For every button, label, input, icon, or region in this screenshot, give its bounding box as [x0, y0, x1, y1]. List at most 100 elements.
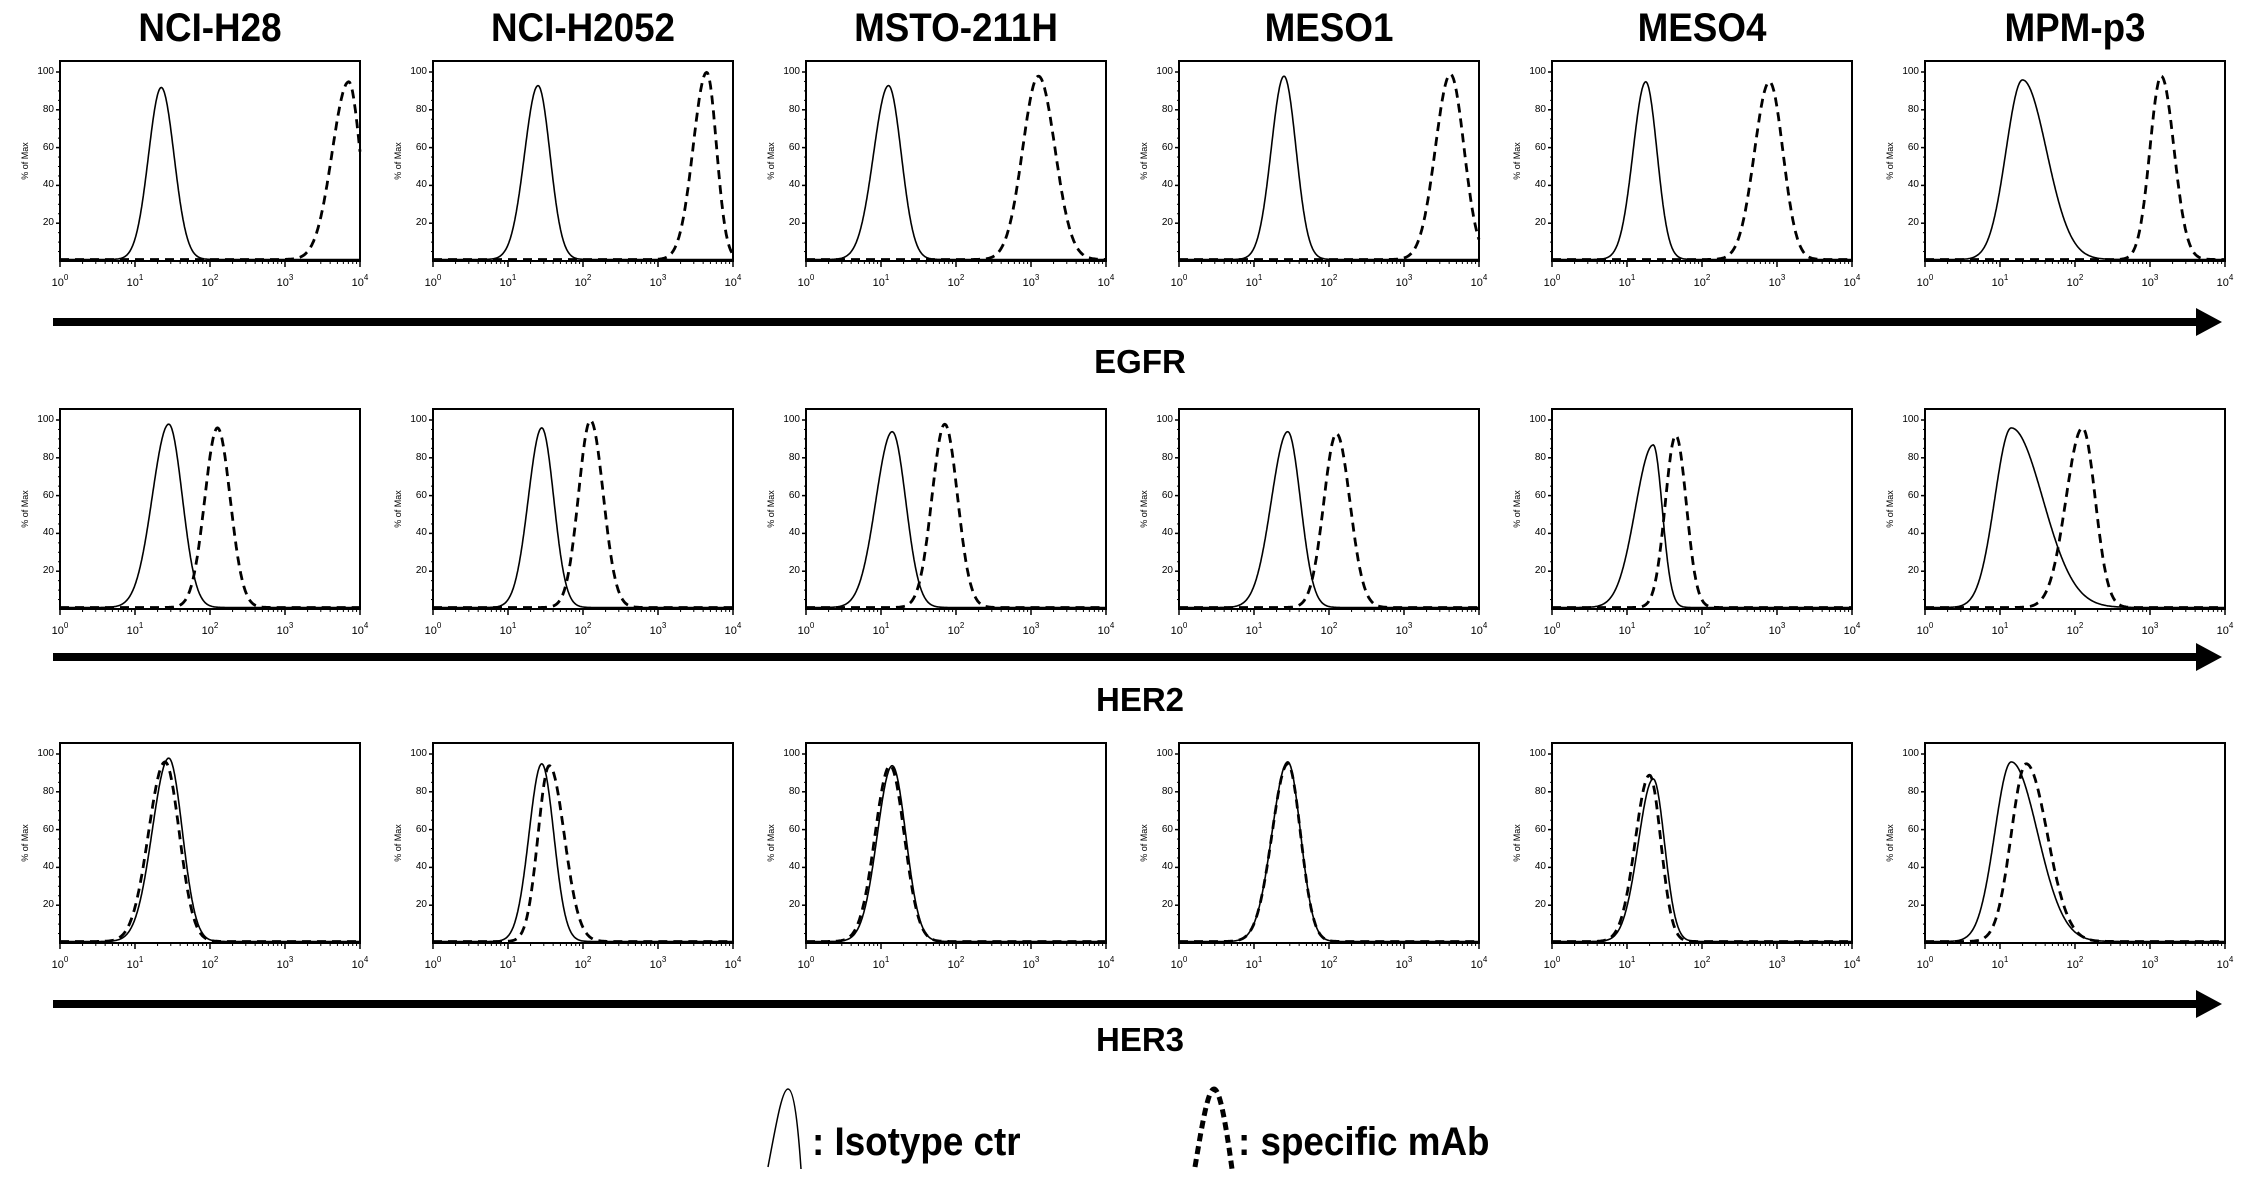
y-tick-label: 20	[415, 217, 427, 229]
y-axis-label: % of Max	[20, 490, 30, 528]
x-tick-label: 100	[1910, 956, 1940, 972]
y-tick-label: 20	[1161, 565, 1173, 577]
histogram-panel: 20 40 60 80 100% of Max 100 101 102 103 104	[393, 742, 741, 971]
y-tick-label: 40	[1907, 861, 1919, 873]
x-tick-exponent: 0	[1928, 273, 1934, 282]
x-tick-base: 10	[276, 625, 289, 637]
x-tick-label: 101	[120, 622, 150, 638]
y-axis-label: % of Max	[393, 142, 403, 180]
y-tick-label: 20	[1534, 217, 1546, 229]
x-tick-exponent: 1	[2003, 621, 2009, 630]
y-tick-label: 40	[1161, 179, 1173, 191]
y-tick-label: 100	[410, 748, 427, 759]
histogram-panel: 20 40 60 80 100% of Max 100 101 102 103 104	[393, 408, 741, 637]
x-tick-base: 10	[499, 277, 512, 289]
x-tick-base: 10	[1470, 277, 1483, 289]
specific-mab-histogram-line	[1552, 433, 1852, 609]
x-tick-exponent: 1	[138, 273, 144, 282]
histogram-plot	[56, 742, 361, 949]
x-tick-base: 10	[201, 625, 214, 637]
column-title: NCI-H28	[138, 6, 282, 50]
x-tick-base: 10	[2216, 277, 2229, 289]
x-tick-label: 100	[418, 622, 448, 638]
histogram-panel: 20 40 60 80 100% of Max 100 101 102 103 104	[1885, 408, 2233, 637]
x-tick-base: 10	[1022, 277, 1035, 289]
x-tick-label: 103	[1389, 956, 1419, 972]
x-tick-exponent: 2	[213, 621, 219, 630]
x-tick-base: 10	[574, 277, 587, 289]
y-tick-label: 80	[415, 785, 427, 797]
y-tick-label: 80	[415, 103, 427, 115]
x-tick-label: 101	[1612, 956, 1642, 972]
x-tick-label: 100	[1164, 956, 1194, 972]
y-tick-label: 20	[1907, 899, 1919, 911]
y-tick-label: 80	[788, 451, 800, 463]
specific-mab-histogram-line	[1179, 72, 1481, 261]
x-tick-label: 103	[1016, 622, 1046, 638]
x-tick-label: 102	[1314, 274, 1344, 290]
isotype-histogram-line	[1925, 427, 2225, 609]
x-tick-exponent: 4	[2228, 273, 2234, 282]
specific-mab-histogram-line	[433, 764, 733, 943]
y-tick-label: 80	[1161, 785, 1173, 797]
x-tick-exponent: 4	[1855, 955, 1861, 964]
x-tick-base: 10	[1320, 959, 1333, 971]
specific-mab-histogram-line	[433, 418, 733, 609]
y-tick-label: 80	[1534, 451, 1546, 463]
isotype-histogram-line	[1925, 79, 2225, 261]
x-tick-label: 104	[2210, 622, 2240, 638]
histogram-plot	[802, 408, 1107, 615]
x-tick-base: 10	[51, 959, 64, 971]
x-tick-base: 10	[1320, 625, 1333, 637]
y-tick-label: 80	[788, 785, 800, 797]
x-tick-label: 103	[2135, 274, 2165, 290]
y-axis-label: % of Max	[1885, 490, 1895, 528]
x-tick-base: 10	[872, 959, 885, 971]
y-axis-label: % of Max	[1512, 142, 1522, 180]
x-tick-exponent: 3	[661, 955, 667, 964]
plot-frame	[1551, 408, 1853, 610]
histogram-panel: 20 40 60 80 100% of Max 100 101 102 103 104	[393, 60, 741, 289]
x-tick-exponent: 3	[288, 955, 294, 964]
column-title: MESO4	[1637, 6, 1767, 50]
x-tick-base: 10	[574, 959, 587, 971]
y-tick-label: 20	[415, 899, 427, 911]
y-tick-label: 60	[1161, 823, 1173, 835]
specific-mab-histogram-line	[806, 422, 1106, 609]
x-tick-exponent: 3	[2153, 621, 2159, 630]
x-tick-label: 103	[1762, 956, 1792, 972]
y-axis-label: % of Max	[1139, 824, 1149, 862]
x-tick-exponent: 1	[2003, 273, 2009, 282]
x-tick-exponent: 0	[63, 955, 69, 964]
x-tick-label: 101	[1612, 274, 1642, 290]
x-tick-label: 104	[1091, 622, 1121, 638]
x-tick-base: 10	[1097, 277, 1110, 289]
x-tick-base: 10	[872, 277, 885, 289]
x-tick-exponent: 2	[959, 621, 965, 630]
plot-frame	[805, 408, 1107, 610]
x-tick-label: 102	[941, 622, 971, 638]
x-tick-exponent: 0	[1555, 955, 1561, 964]
x-tick-label: 102	[1314, 956, 1344, 972]
specific-mab-histogram-line	[1552, 80, 1852, 261]
legend-isotype-label: : Isotype ctr	[812, 1120, 1021, 1164]
x-tick-label: 100	[418, 956, 448, 972]
x-tick-exponent: 4	[1855, 621, 1861, 630]
x-tick-base: 10	[51, 277, 64, 289]
x-tick-base: 10	[797, 277, 810, 289]
x-tick-exponent: 1	[1630, 955, 1636, 964]
x-tick-exponent: 4	[2228, 955, 2234, 964]
x-tick-base: 10	[1543, 277, 1556, 289]
y-tick-label: 100	[1902, 748, 1919, 759]
x-tick-base: 10	[1022, 959, 1035, 971]
specific-mab-histogram-line	[806, 764, 1106, 943]
x-tick-exponent: 1	[138, 621, 144, 630]
x-tick-base: 10	[276, 959, 289, 971]
plot-frame	[1924, 408, 2226, 610]
y-tick-label: 60	[415, 141, 427, 153]
x-tick-exponent: 4	[1109, 273, 1115, 282]
y-tick-label: 60	[42, 823, 54, 835]
y-tick-label: 100	[410, 66, 427, 77]
y-tick-label: 40	[1534, 861, 1546, 873]
x-tick-base: 10	[51, 625, 64, 637]
